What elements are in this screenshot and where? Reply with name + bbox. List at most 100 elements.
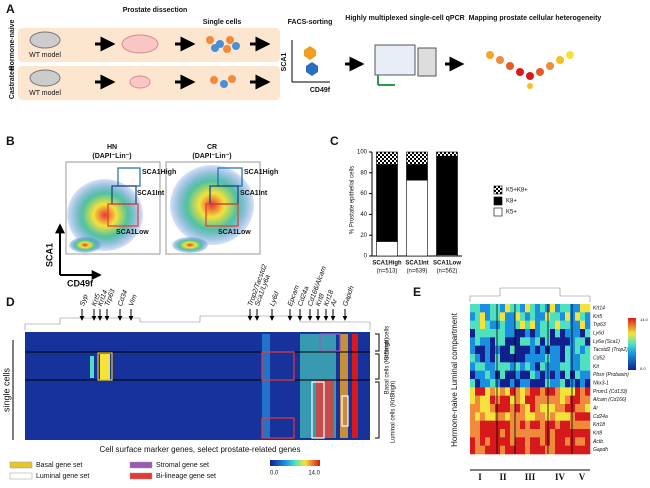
decoration: [205, 203, 239, 227]
heatmap-cell: [570, 370, 576, 380]
heatmap-cell: [505, 329, 511, 338]
decoration: [226, 36, 234, 44]
heatmap-cell: [580, 370, 586, 380]
heatmap-cell: [470, 337, 476, 346]
density: [67, 179, 143, 251]
heatmap-cell: [530, 404, 536, 413]
gates: [107, 167, 243, 227]
cluster-label: III: [525, 472, 536, 482]
heatmap-cell: [530, 429, 536, 438]
heatmap-cell: [560, 320, 566, 330]
heatmap-cell: [540, 362, 546, 371]
heatmap-cell: [560, 362, 566, 371]
heatmap-cell: [510, 412, 516, 421]
heatmap-cell: [555, 312, 561, 321]
axis-label: CD49f: [67, 278, 94, 288]
heatmap-cell: [555, 387, 561, 396]
heatmap-cell: [560, 354, 566, 363]
gene-label: Syp: [79, 293, 90, 307]
gene-label: Ly6d: [593, 330, 604, 336]
heatmap-cell: [535, 420, 541, 430]
heatmap-cell: [550, 445, 556, 455]
legend-swatch: [129, 461, 153, 469]
heatmap-cell: [480, 329, 486, 338]
heatmap-cell: [555, 437, 561, 446]
heatmap-cell: [525, 420, 531, 430]
heatmap-cell: [510, 445, 516, 455]
heatmap-cell: [500, 429, 506, 438]
heatmap-cell: [565, 345, 571, 355]
heatmap-cell: [485, 345, 491, 355]
decoration: [536, 68, 544, 76]
heatmap-cell: [500, 345, 506, 355]
panel-b: B HN (DAPI⁻Lin⁻) CR (DAPI⁻Lin⁻) SCA1High…: [6, 134, 278, 288]
heatmap-cell: [510, 320, 516, 330]
heatmap-cell: [570, 304, 576, 313]
heatmap-cell: [500, 337, 506, 346]
heatmap-cell: [570, 429, 576, 438]
gene-label: Krt5: [91, 293, 102, 308]
heatmap-cell: [565, 395, 571, 405]
density: [172, 237, 208, 253]
heatmap-cell: [480, 445, 486, 455]
heatmap-cell: [550, 395, 556, 405]
heatmap-cell: [575, 429, 581, 438]
heatmap-cell: [560, 404, 566, 413]
gene-label: Ly6d: [269, 290, 281, 308]
heatmap-cell: [570, 437, 576, 446]
heatmap-cell: [535, 345, 541, 355]
heatmap-cell: [580, 395, 586, 405]
cells-icon: [206, 36, 240, 88]
gene-label: Vim: [128, 294, 139, 308]
heatmap-cell: [510, 304, 516, 313]
legend-label: K5+: [506, 210, 517, 216]
heatmap-cell: [525, 404, 531, 413]
axis-label: CD49f: [310, 87, 331, 94]
heatmap-cell: [550, 379, 556, 388]
heatmap-cell: [525, 429, 531, 438]
heatmap-cell: [475, 362, 481, 371]
heatmap-cell: [525, 354, 531, 363]
heatmap-cell: [585, 379, 591, 388]
heatmap-cell: [475, 312, 481, 321]
heatmap-cell: [470, 312, 476, 321]
panel-label: B: [6, 134, 15, 148]
heatmap-cell: [560, 429, 566, 438]
heatmap-cell: [490, 420, 496, 430]
heatmap-cell: [515, 362, 521, 371]
heatmap-cell: [510, 329, 516, 338]
heatmap-cell: [510, 420, 516, 430]
heatmap-cell: [525, 345, 531, 355]
gene-label: Krt8: [593, 430, 602, 436]
heatmap-cell: [570, 387, 576, 396]
heatmap-cell: [585, 362, 591, 371]
heatmap-cell: [555, 420, 561, 430]
gate-label: SCA1High: [142, 169, 176, 176]
heatmap-cell: [475, 304, 481, 313]
heatmap-cell: [555, 429, 561, 438]
heatmap-cell: [470, 329, 476, 338]
heatmap-cell: [535, 329, 541, 338]
step-label: Highly multiplexed single-cell qPCR: [345, 15, 464, 22]
heatmap-cell: [475, 370, 481, 380]
heatmap-cell: [570, 445, 576, 455]
heatmap-cell: [575, 370, 581, 380]
heatmap-cell: [550, 370, 556, 380]
heatmap-cell: [485, 320, 491, 330]
heatmap-cell: [480, 387, 486, 396]
heatmap-cell: [550, 429, 556, 438]
heatmap-cell: [530, 362, 536, 371]
heatmap-cell: [535, 379, 541, 388]
row-label: Castrated: [9, 67, 16, 99]
heatmap-cell: [565, 429, 571, 438]
heatmap-cell: [505, 395, 511, 405]
step-label: FACS-sorting: [288, 19, 333, 26]
decoration: [496, 56, 504, 64]
density: [69, 237, 101, 253]
colorbar-label: 14.0: [640, 317, 649, 322]
bar-segment: [376, 151, 398, 165]
heatmap-cell: [565, 404, 571, 413]
heatmap-cell: [555, 404, 561, 413]
gene-label: Ar: [592, 405, 598, 411]
